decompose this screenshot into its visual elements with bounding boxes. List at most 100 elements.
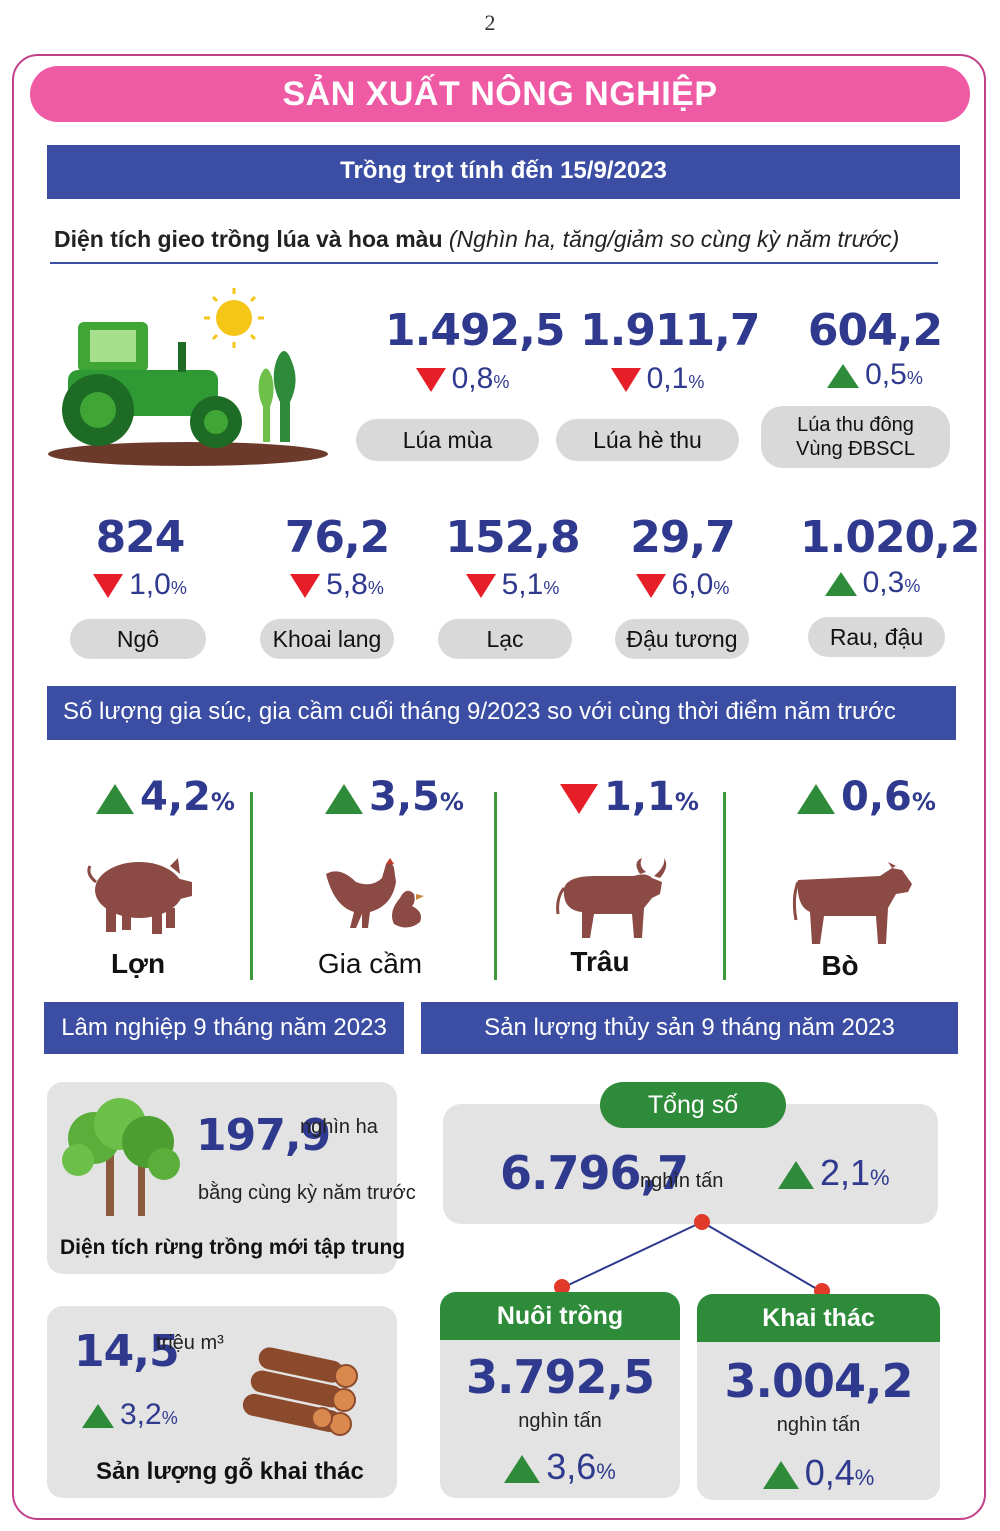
lua-thu-dong-label-line2: Vùng ĐBSCL <box>796 438 915 460</box>
down-arrow-icon <box>290 574 321 599</box>
lua-thu-dong-change-value: 0,5 <box>865 358 907 391</box>
wood-change-value: 3,2 <box>120 1398 162 1431</box>
pct-sign: % <box>911 788 936 816</box>
pct-sign: % <box>170 578 187 598</box>
crop-subtitle: Diện tích gieo trồng lúa và hoa màu (Ngh… <box>54 226 899 253</box>
buffalo-label: Trâu <box>570 946 630 977</box>
capture-change: 0,4% <box>697 1452 940 1494</box>
lua-he-thu-value: 1.911,7 <box>580 305 761 356</box>
pct-sign: % <box>439 788 464 816</box>
ngo-label: Ngô <box>70 619 206 659</box>
page-number: 2 <box>484 10 496 35</box>
crop-header: Trồng trọt tính đến 15/9/2023 <box>47 145 960 199</box>
aquaculture-label: Nuôi trồng <box>440 1292 680 1340</box>
pct-sign: % <box>543 578 560 598</box>
crop-header-text: Trồng trọt tính đến 15/9/2023 <box>340 157 667 184</box>
lua-thu-dong-label: Lúa thu đông Vùng ĐBSCL <box>761 406 950 468</box>
ngo-value: 824 <box>95 512 186 563</box>
up-arrow-icon <box>325 784 363 814</box>
pct-sign: % <box>854 1465 875 1490</box>
pct-sign: % <box>870 1165 890 1190</box>
buffalo-icon <box>556 858 667 938</box>
page-frame <box>12 54 986 1520</box>
fishery-total-change-value: 2,1 <box>820 1152 871 1193</box>
aquaculture-value: 3.792,5 <box>466 1350 655 1404</box>
capture-label: Khai thác <box>697 1294 940 1342</box>
forest-area-label: Diện tích rừng trồng mới tập trung <box>60 1236 406 1259</box>
poultry-label: Gia cầm <box>317 948 423 979</box>
wood-label: Sản lượng gỗ khai thác <box>96 1458 364 1485</box>
pct-sign: % <box>161 1408 178 1428</box>
lac-change-value: 5,1 <box>501 568 544 601</box>
fishery-total-unit: nghìn tấn <box>640 1170 724 1192</box>
fishery-total-change: 2,1% <box>778 1152 890 1194</box>
rau-dau-label: Rau, đậu <box>808 617 945 657</box>
pct-sign: % <box>493 372 510 392</box>
log-pile-icon <box>242 1347 358 1436</box>
pct-sign: % <box>367 578 384 598</box>
pct-sign: % <box>210 788 235 816</box>
rau-dau-value: 1.020,2 <box>800 512 981 563</box>
pct-sign: % <box>713 578 730 598</box>
cow-label: Bò <box>821 950 859 981</box>
pct-sign: % <box>674 788 699 816</box>
rau-dau-change-value: 0,3 <box>862 566 905 599</box>
capture-unit: nghìn tấn <box>776 1414 861 1436</box>
wood-change: 3,2% <box>82 1398 178 1432</box>
lua-thu-dong-label-line1: Lúa thu đông <box>797 414 914 436</box>
down-arrow-icon <box>93 574 124 599</box>
lua-thu-dong-change: 0,5% <box>795 358 955 392</box>
up-arrow-icon <box>82 1404 114 1429</box>
pig-label: Lợn <box>110 948 166 979</box>
up-arrow-icon <box>504 1455 541 1484</box>
livestock-header-text: Số lượng gia súc, gia cầm cuối tháng 9/2… <box>63 698 896 725</box>
down-arrow-icon <box>415 368 446 393</box>
khoai-lang-value: 76,2 <box>284 512 391 563</box>
pig-change-value: 4,2 <box>140 774 211 820</box>
lac-label: Lạc <box>438 619 572 659</box>
ngo-change-value: 1,0 <box>129 568 171 601</box>
forest-area-unit: nghìn ha <box>300 1116 378 1138</box>
tractor-icon <box>48 288 328 466</box>
up-arrow-icon <box>827 364 860 389</box>
crop-subtitle-italic: (Nghìn ha, tăng/giảm so cùng kỳ năm trướ… <box>448 226 900 252</box>
separator <box>250 792 253 980</box>
down-arrow-icon <box>560 784 598 814</box>
cow-change: 0,6% <box>797 774 936 820</box>
khoai-lang-label: Khoai lang <box>260 619 394 659</box>
capture-value: 3.004,2 <box>724 1354 914 1408</box>
lua-mua-label: Lúa mùa <box>356 419 539 461</box>
up-arrow-icon <box>778 1161 814 1190</box>
up-arrow-icon <box>824 572 857 597</box>
forest-area-value: 197,9 <box>196 1110 331 1161</box>
page-title: SẢN XUẤT NÔNG NGHIỆP <box>30 66 970 122</box>
lua-mua-change: 0,8% <box>385 362 540 396</box>
fishery-total-value: 6.796,7 <box>500 1146 689 1200</box>
poultry-change: 3,5% <box>325 774 464 820</box>
capture-change-value: 0,4 <box>804 1452 855 1493</box>
dau-tuong-change-value: 6,0 <box>671 568 714 601</box>
lac-change: 5,1% <box>440 568 585 602</box>
livestock-header: Số lượng gia súc, gia cầm cuối tháng 9/2… <box>47 686 956 740</box>
lua-he-thu-label: Lúa hè thu <box>556 419 739 461</box>
wood-unit: triệu m³ <box>156 1332 224 1354</box>
buffalo-change: 1,1% <box>560 774 699 820</box>
up-arrow-icon <box>762 1461 799 1490</box>
up-arrow-icon <box>797 784 835 814</box>
pct-sign: % <box>688 372 705 392</box>
separator <box>494 792 497 980</box>
lua-mua-value: 1.492,5 <box>385 305 566 356</box>
down-arrow-icon <box>610 368 641 393</box>
cow-icon <box>792 862 912 944</box>
lua-he-thu-change: 0,1% <box>580 362 735 396</box>
connector-dot <box>554 1279 570 1295</box>
lua-mua-change-value: 0,8 <box>451 362 494 395</box>
crop-subtitle-bold: Diện tích gieo trồng lúa và hoa màu <box>54 226 443 252</box>
fishery-connector <box>561 1221 823 1293</box>
fishery-total-label: Tổng số <box>600 1082 786 1128</box>
up-arrow-icon <box>96 784 134 814</box>
khoai-lang-change: 5,8% <box>262 568 412 602</box>
fishery-header-text: Sản lượng thủy sản 9 tháng năm 2023 <box>484 1014 895 1041</box>
pct-sign: % <box>906 368 923 388</box>
pct-sign: % <box>904 576 921 596</box>
